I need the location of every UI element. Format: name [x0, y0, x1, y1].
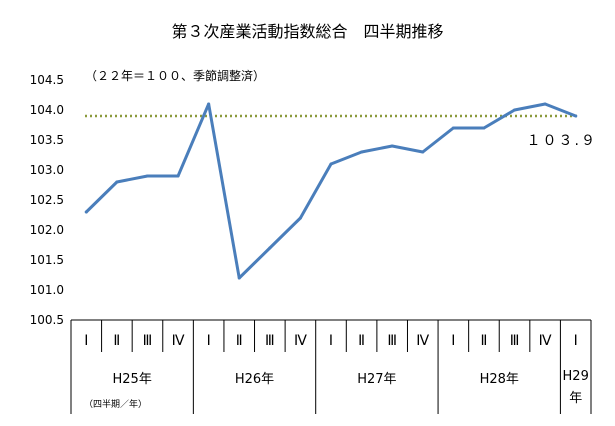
- x-tick-label: Ⅱ: [358, 333, 365, 349]
- x-tick-label: Ⅳ: [294, 333, 307, 349]
- y-tick-label: 104.5: [30, 73, 64, 87]
- data-point: [390, 144, 394, 148]
- data-point: [268, 246, 272, 250]
- data-point: [176, 174, 180, 178]
- data-point: [421, 150, 425, 154]
- x-tick-label: Ⅲ: [510, 333, 520, 349]
- data-point: [451, 126, 455, 130]
- x-tick-label: Ⅰ: [574, 333, 578, 349]
- data-point: [145, 174, 149, 178]
- x-tick-label: Ⅰ: [207, 333, 211, 349]
- series-line: [84, 102, 578, 280]
- year-label: H29: [563, 369, 589, 384]
- data-point: [237, 276, 241, 280]
- y-tick-label: 104.0: [30, 103, 64, 117]
- x-tick-label: Ⅲ: [387, 333, 397, 349]
- x-tick-label: Ⅰ: [451, 333, 455, 349]
- y-tick-label: 101.5: [30, 253, 64, 267]
- chart-subtitle: （２２年＝１００、季節調整済）: [85, 68, 265, 83]
- y-tick-label: 102.5: [30, 193, 64, 207]
- y-tick-label: 103.0: [30, 163, 64, 177]
- x-tick-label: Ⅳ: [539, 333, 552, 349]
- year-label: H26年: [235, 372, 274, 387]
- year-label: H28年: [480, 372, 519, 387]
- data-point: [574, 114, 578, 118]
- y-tick-label: 101.0: [30, 283, 64, 297]
- year-label-suffix: 年: [569, 391, 582, 406]
- x-tick-label: Ⅰ: [329, 333, 333, 349]
- data-point: [360, 150, 364, 154]
- year-label: H27年: [357, 372, 396, 387]
- x-tick-label: Ⅳ: [416, 333, 429, 349]
- y-axis: 100.5 101.0 101.5 102.0 102.5 103.0 103.5 104.0…: [30, 73, 64, 327]
- x-tick-label: Ⅲ: [143, 333, 153, 349]
- chart-title: 第３次産業活動指数総合 四半期推移: [171, 22, 444, 41]
- series-group: [84, 102, 578, 280]
- x-tick-label: Ⅱ: [480, 333, 487, 349]
- x-axis: Ⅰ Ⅱ Ⅲ Ⅳ Ⅰ Ⅱ Ⅲ Ⅳ Ⅰ Ⅱ Ⅲ Ⅳ Ⅰ Ⅱ Ⅲ Ⅳ Ⅰ H25年 H26年 H27年 H28年 H29 年: [70, 319, 592, 414]
- data-point: [543, 102, 547, 106]
- data-point: [513, 108, 517, 112]
- data-point: [207, 102, 211, 106]
- x-tick-label: Ⅲ: [265, 333, 275, 349]
- year-label: H25年: [113, 372, 152, 387]
- reference-line-label: １０３.９: [527, 133, 597, 149]
- x-tick-label: Ⅰ: [84, 333, 88, 349]
- y-tick-label: 103.5: [30, 133, 64, 147]
- y-tick-label: 100.5: [30, 313, 64, 327]
- data-point: [482, 126, 486, 130]
- y-tick-label: 102.0: [30, 223, 64, 237]
- data-point: [115, 180, 119, 184]
- x-tick-label: Ⅳ: [172, 333, 185, 349]
- x-axis-note: （四半期／年）: [84, 398, 147, 410]
- x-tick-label: Ⅱ: [236, 333, 243, 349]
- data-point: [329, 162, 333, 166]
- data-point: [298, 216, 302, 220]
- data-point: [84, 210, 88, 214]
- x-tick-label: Ⅱ: [113, 333, 120, 349]
